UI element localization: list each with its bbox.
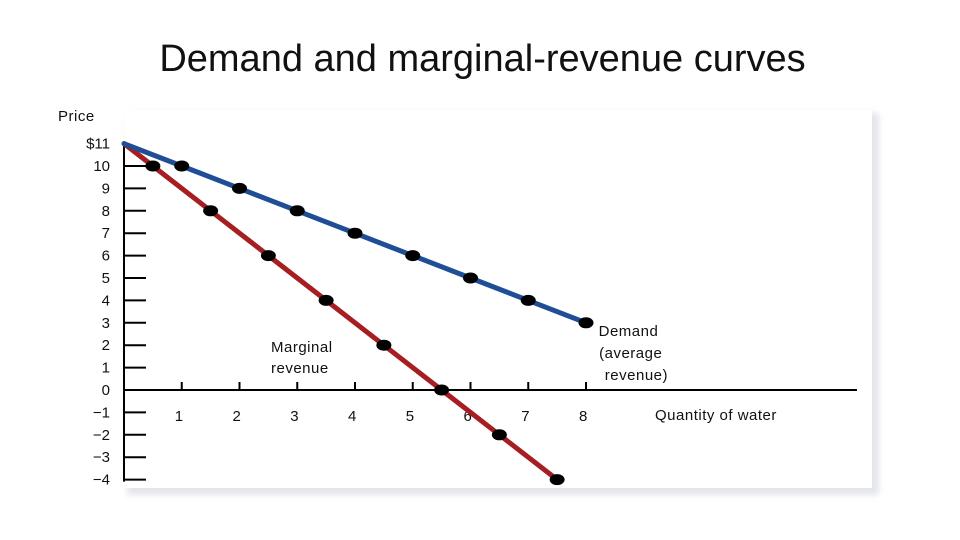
x-tick-label: 1 (175, 408, 183, 425)
marginal-revenue-point (549, 474, 565, 486)
demand-point (405, 250, 421, 262)
marginal-revenue-label-line: revenue (271, 360, 329, 377)
x-tick-labels: 1 2 3 4 5 6 7 8 (175, 408, 588, 425)
x-tick-label: 5 (406, 408, 414, 425)
y-tick-label: −1 (93, 404, 110, 421)
demand-label-line: (average (599, 345, 662, 362)
x-tick-label: 6 (464, 408, 472, 425)
marginal-revenue-label: Marginal revenue (271, 339, 337, 377)
marginal-revenue-point (434, 384, 450, 396)
demand-point (578, 317, 594, 329)
axes (123, 141, 857, 482)
y-tick-label: 0 (102, 382, 110, 399)
y-tick-label: 10 (93, 158, 110, 175)
demand-label-line: revenue) (605, 367, 668, 384)
y-tick-label: −3 (93, 449, 110, 466)
y-tick-label: 7 (102, 225, 110, 242)
series-points (145, 160, 594, 486)
y-tick-label: 8 (102, 203, 110, 220)
marginal-revenue-point (203, 205, 219, 217)
y-tick-label: 6 (102, 248, 110, 265)
y-tick-label: 4 (102, 292, 110, 309)
marginal-revenue-point (318, 294, 334, 306)
y-tick-label: −4 (93, 472, 110, 489)
demand-label-line: Demand (599, 323, 659, 340)
x-tick-label: 7 (521, 408, 529, 425)
demand-point (463, 272, 478, 284)
x-tick-label: 3 (290, 408, 298, 425)
page-title: Demand and marginal-revenue curves (159, 38, 806, 80)
demand-label: Demand (average revenue) (599, 323, 668, 384)
marginal-revenue-point (491, 429, 507, 441)
marginal-revenue-label-line: Marginal (271, 339, 333, 356)
y-axis-label: Price (58, 108, 95, 125)
x-tick-label: 4 (348, 408, 356, 425)
y-tick-label: $11 (86, 136, 110, 153)
y-tick-label: 5 (102, 270, 110, 287)
plot-area (124, 110, 872, 488)
demand-point (520, 294, 536, 306)
marginal-revenue-point (145, 160, 161, 172)
demand-point (174, 160, 190, 172)
x-axis-label: Quantity of water (655, 407, 777, 424)
y-tick-label: 9 (102, 180, 110, 197)
marginal-revenue-point (260, 250, 276, 262)
marginal-revenue-point (376, 339, 392, 351)
demand-point (232, 182, 247, 194)
y-tick-label: 2 (102, 337, 110, 354)
demand-point (347, 227, 363, 239)
demand-point (289, 205, 305, 217)
y-tick-label: −2 (93, 427, 110, 444)
y-tick-label: 3 (102, 315, 110, 332)
y-tick-label: 1 (102, 360, 110, 377)
x-tick-label: 8 (579, 408, 587, 425)
x-tick-label: 2 (233, 408, 241, 425)
